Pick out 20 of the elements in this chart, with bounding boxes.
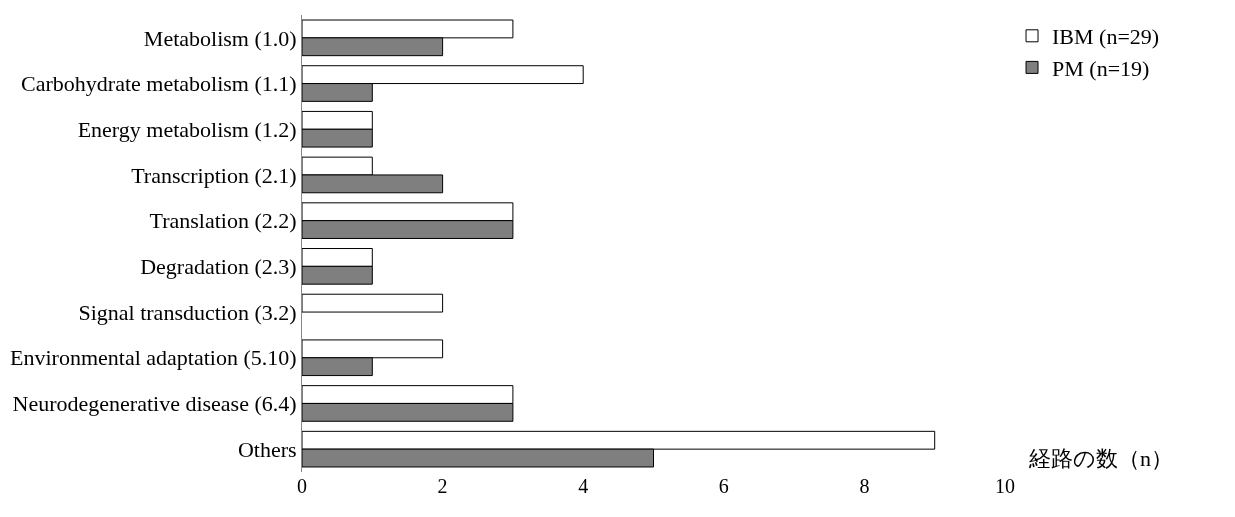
bar <box>302 293 444 313</box>
x-tick-label: 8 <box>859 475 870 497</box>
y-tick-label: Metabolism (1.0) <box>143 25 297 51</box>
x-tick-label: 0 <box>297 475 307 497</box>
legend-label: IBM (n=29) <box>1052 24 1160 50</box>
x-tick-label: 2 <box>437 475 448 497</box>
legend-label: PM (n=19) <box>1052 55 1150 81</box>
y-tick-label: Translation (2.2) <box>149 208 297 234</box>
x-axis-title: 経路の数（n） <box>1028 446 1173 471</box>
x-tick-label: 6 <box>718 475 729 497</box>
y-tick-label: Others <box>237 436 297 462</box>
y-tick-label: Degradation (2.3) <box>140 254 297 280</box>
y-tick-label: Neurodegenerative disease (6.4) <box>12 391 297 417</box>
y-tick-label: Transcription (2.1) <box>131 162 297 188</box>
y-tick-label: Signal transduction (3.2) <box>78 299 297 325</box>
x-tick-label: 10 <box>995 475 1015 497</box>
y-tick-label: Environmental adaptation (5.10) <box>10 345 297 371</box>
y-tick-label: Energy metabolism (1.2) <box>77 116 297 142</box>
x-tick-label: 4 <box>578 475 589 497</box>
y-tick-label: Carbohydrate metabolism (1.1) <box>21 71 297 97</box>
